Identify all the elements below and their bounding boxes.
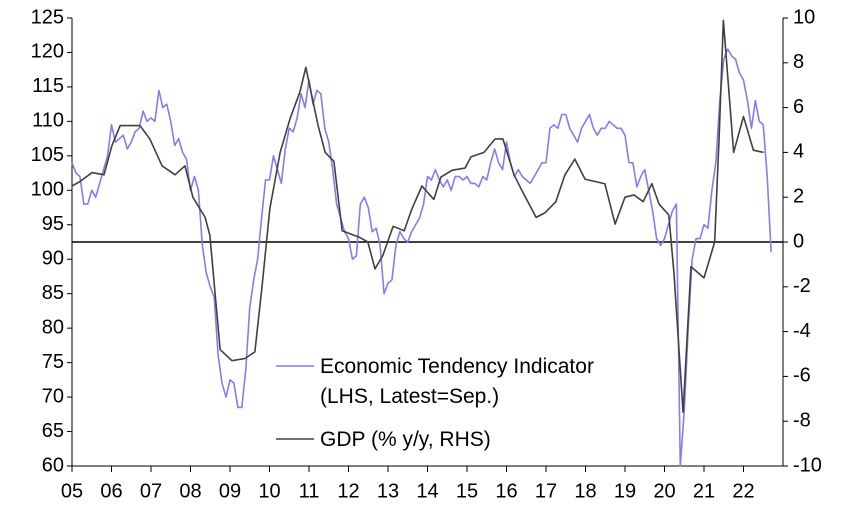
- x-tick-label: 20: [653, 480, 675, 502]
- x-tick-label: 22: [732, 480, 754, 502]
- series-line: [71, 19, 764, 414]
- y2-tick-label: 0: [793, 230, 804, 252]
- y-tick-label: 110: [32, 110, 64, 132]
- y2-tick-label: 10: [793, 6, 815, 28]
- y-tick-label: 70: [42, 385, 64, 407]
- series-line: [71, 48, 772, 467]
- legend-label: GDP (% y/y, RHS): [320, 428, 491, 451]
- y2-tick-label: 6: [793, 96, 804, 118]
- y-tick-label: 60: [42, 454, 64, 476]
- x-tick-label: 12: [337, 480, 359, 502]
- y-tick-label: 120: [31, 41, 64, 63]
- x-tick-label: 09: [219, 480, 241, 502]
- x-tick-label: 07: [140, 480, 162, 502]
- y2-tick-label: 2: [793, 185, 804, 207]
- y2-tick-label: -4: [793, 320, 811, 342]
- x-tick-label: 16: [495, 480, 517, 502]
- y2-tick-label: 4: [793, 141, 804, 163]
- y2-tick-label: -2: [793, 275, 811, 297]
- x-tick-label: 18: [574, 480, 596, 502]
- y2-tick-label: -6: [793, 365, 811, 387]
- y-tick-label: 65: [42, 420, 64, 442]
- y-tick-label: 125: [31, 6, 64, 28]
- y-tick-label: 75: [42, 351, 64, 373]
- x-tick-label: 13: [377, 480, 399, 502]
- y-tick-label: 80: [42, 316, 64, 338]
- legend-label: Economic Tendency Indicator (LHS, Latest…: [320, 355, 594, 408]
- x-tick-label: 15: [456, 480, 478, 502]
- y2-tick-label: -10: [793, 454, 822, 476]
- x-tick-label: 10: [258, 480, 280, 502]
- y-tick-label: 115: [32, 75, 64, 97]
- y2-tick-label: 8: [793, 51, 804, 73]
- x-tick-label: 19: [614, 480, 636, 502]
- y-tick-label: 105: [31, 144, 64, 166]
- y-tick-label: 100: [31, 179, 64, 201]
- x-tick-label: 05: [61, 480, 83, 502]
- x-tick-label: 11: [299, 480, 320, 502]
- x-tick-label: 06: [100, 480, 122, 502]
- y2-tick-label: -8: [793, 409, 811, 431]
- x-tick-label: 14: [416, 480, 438, 502]
- x-tick-label: 21: [693, 480, 715, 502]
- y-tick-label: 85: [42, 282, 64, 304]
- y-tick-label: 90: [42, 248, 64, 270]
- x-tick-label: 08: [179, 480, 201, 502]
- y-tick-label: 95: [42, 213, 64, 235]
- x-tick-label: 17: [535, 480, 557, 502]
